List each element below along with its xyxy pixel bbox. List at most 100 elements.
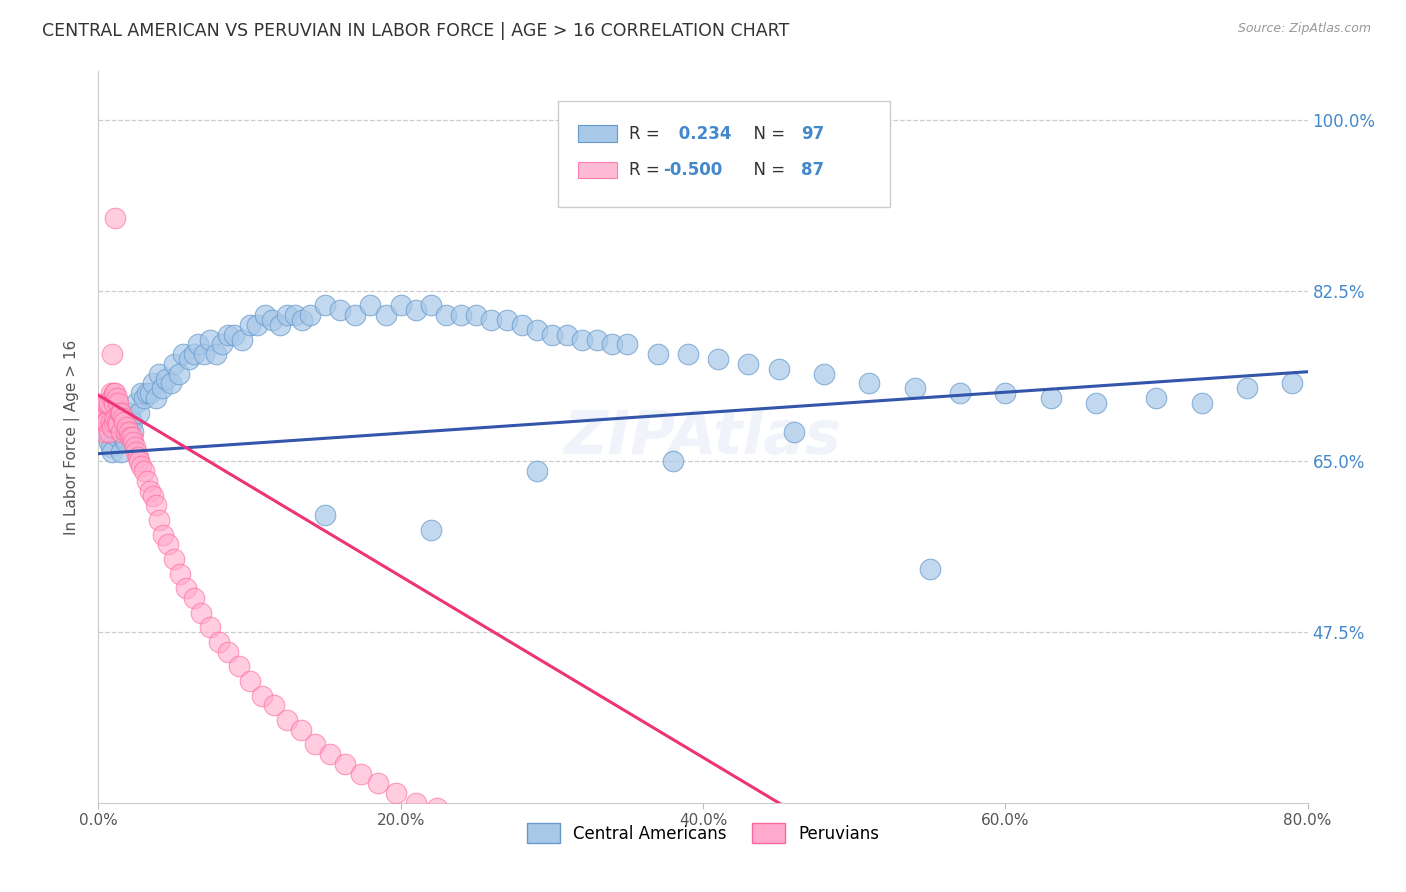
Text: CENTRAL AMERICAN VS PERUVIAN IN LABOR FORCE | AGE > 16 CORRELATION CHART: CENTRAL AMERICAN VS PERUVIAN IN LABOR FO… (42, 22, 789, 40)
Point (135, 474, 157, 488)
Point (91, 416, 114, 430)
Text: 97: 97 (801, 125, 824, 143)
Point (616, 337, 638, 351)
Point (101, 347, 124, 361)
Point (103, 425, 125, 440)
Point (122, 425, 145, 440)
Bar (578, 162, 617, 178)
Point (676, 347, 699, 361)
Point (94, 425, 117, 440)
Point (217, 327, 239, 342)
Point (344, 308, 367, 322)
Text: R =: R = (630, 161, 665, 179)
Point (217, 645, 239, 659)
Point (602, 864, 624, 879)
Point (104, 416, 127, 430)
Point (101, 391, 124, 405)
Point (96, 416, 118, 430)
Point (360, 298, 382, 312)
Point (768, 361, 790, 376)
Point (103, 396, 125, 410)
Point (104, 386, 127, 401)
Point (187, 337, 209, 351)
Point (105, 416, 128, 430)
Point (783, 425, 806, 440)
Point (107, 430, 129, 444)
Point (110, 410, 132, 425)
Point (167, 367, 190, 381)
Point (447, 810, 470, 824)
Point (224, 327, 246, 342)
Y-axis label: In Labor Force | Age > 16: In Labor Force | Age > 16 (63, 340, 80, 534)
Point (262, 313, 284, 327)
Point (183, 591, 205, 605)
Point (555, 327, 578, 342)
Text: -0.500: -0.500 (664, 161, 723, 179)
Point (516, 835, 538, 849)
Point (105, 391, 128, 405)
Point (120, 410, 142, 425)
Point (118, 406, 141, 420)
Point (291, 313, 314, 327)
Point (661, 454, 683, 468)
FancyBboxPatch shape (558, 101, 890, 207)
Point (100, 440, 122, 454)
Point (405, 303, 427, 318)
Point (269, 318, 291, 332)
Point (107, 396, 129, 410)
Point (250, 689, 273, 703)
Point (129, 459, 152, 474)
Point (571, 855, 593, 869)
Point (101, 420, 124, 434)
Point (211, 337, 233, 351)
Point (290, 723, 312, 737)
Text: ZIPAtlas: ZIPAtlas (564, 408, 842, 467)
Point (114, 434, 136, 449)
Point (385, 786, 408, 800)
Point (103, 396, 125, 410)
Point (994, 386, 1017, 401)
Point (142, 489, 165, 503)
Point (110, 444, 132, 458)
Point (253, 308, 276, 322)
Point (118, 425, 141, 440)
Point (100, 386, 122, 401)
Point (142, 376, 165, 391)
Point (239, 318, 262, 332)
Point (284, 308, 307, 322)
Point (276, 308, 298, 322)
Point (98, 434, 121, 449)
Point (276, 713, 298, 727)
Point (139, 386, 162, 401)
Point (122, 434, 145, 449)
Point (228, 659, 250, 673)
Point (110, 406, 132, 420)
Point (104, 211, 127, 225)
Point (148, 513, 170, 527)
Point (112, 410, 135, 425)
Point (586, 333, 609, 347)
Point (602, 337, 624, 351)
Point (510, 318, 533, 332)
Point (128, 406, 150, 420)
Point (208, 635, 231, 649)
Point (314, 298, 336, 312)
Text: N =: N = (742, 161, 790, 179)
Point (125, 396, 148, 410)
Point (103, 416, 125, 430)
Text: 0.234: 0.234 (672, 125, 731, 143)
Point (139, 483, 162, 498)
Point (163, 357, 186, 371)
Point (426, 800, 449, 814)
Point (405, 796, 427, 810)
Point (333, 756, 356, 771)
Point (111, 410, 134, 425)
Point (98, 396, 121, 410)
Point (108, 406, 131, 420)
Point (163, 552, 186, 566)
Point (115, 425, 138, 440)
Point (263, 698, 285, 713)
Point (420, 523, 443, 537)
Point (200, 333, 222, 347)
Point (121, 416, 143, 430)
